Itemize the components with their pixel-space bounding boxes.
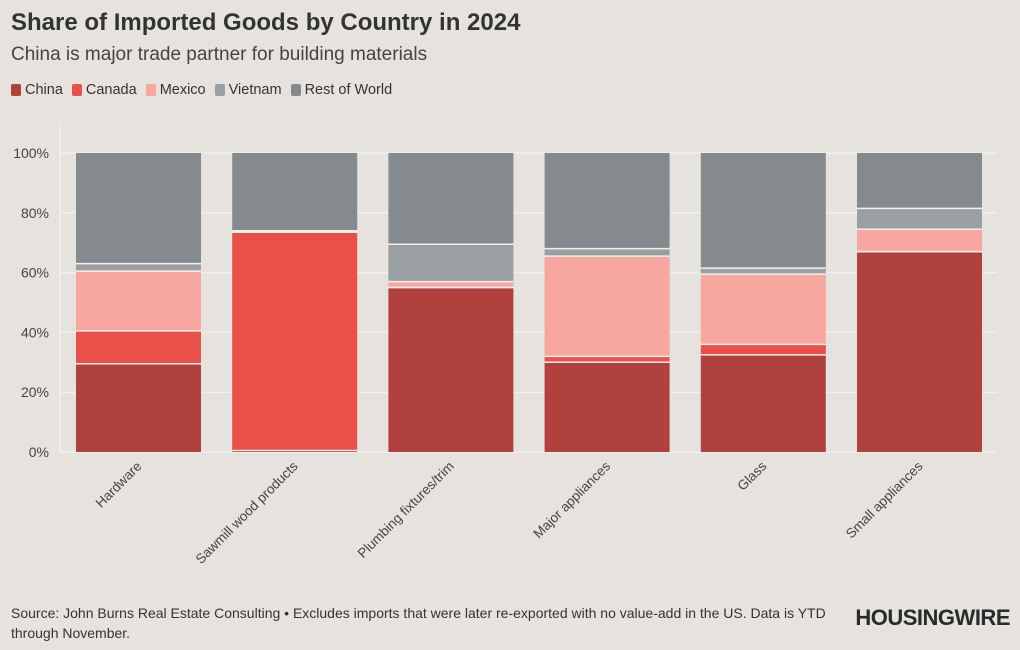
y-tick-label: 0% (29, 444, 49, 460)
source-note: Source: John Burns Real Estate Consultin… (11, 605, 826, 641)
bar-segment-glass-rest-of-world (700, 153, 826, 269)
legend-label-vietnam: Vietnam (228, 82, 282, 98)
legend-item-canada: Canada (71, 82, 137, 98)
bar-segment-hardware-vietnam (76, 263, 201, 272)
bar-segment-sawmill-wood-products-rest-of-world (232, 153, 358, 231)
legend-item-rest-of-world: Rest of World (290, 82, 393, 98)
legend-item-vietnam: Vietnam (214, 82, 282, 98)
bar-segment-hardware-rest-of-world (76, 153, 201, 264)
bar-segment-plumbing-fixtures-trim-mexico (388, 281, 514, 288)
legend-swatch-vietnam (214, 84, 225, 96)
bar-segment-small-appliances-rest-of-world (857, 153, 982, 209)
y-tick-label: 80% (21, 205, 49, 221)
x-tick-label: Hardware (93, 459, 145, 511)
x-tick-label: Plumbing fixtures/trim (355, 459, 457, 561)
legend-item-china: China (11, 82, 63, 98)
bar-segment-small-appliances-mexico (857, 229, 982, 252)
bar-segment-hardware-mexico (76, 271, 201, 331)
legend-label-china: China (25, 82, 63, 98)
y-tick-label: 60% (21, 265, 49, 281)
bar-segment-glass-mexico (700, 274, 826, 345)
bar-segment-major-appliances-canada (544, 356, 670, 363)
bar-segment-small-appliances-china (857, 251, 982, 452)
bar-segment-glass-canada (700, 344, 826, 355)
bar-segment-glass-china (700, 354, 826, 452)
legend-swatch-rest-of-world (290, 84, 301, 96)
bar-segment-glass-vietnam (700, 268, 826, 275)
chart-title: Share of Imported Goods by Country in 20… (11, 9, 521, 36)
bar-segment-plumbing-fixtures-trim-vietnam (388, 244, 514, 282)
legend-label-rest-of-world: Rest of World (304, 82, 393, 98)
bar-segment-hardware-canada (76, 330, 201, 364)
bar-segment-small-appliances-vietnam (857, 208, 982, 230)
legend: China Canada Mexico Vietnam Rest of Worl… (11, 82, 401, 98)
housingwire-logo: HOUSINGWIRE (855, 605, 1010, 630)
bar-segment-plumbing-fixtures-trim-china (388, 287, 514, 452)
y-tick-label: 100% (13, 145, 49, 161)
x-tick-label: Small appliances (843, 458, 926, 541)
bar-segment-hardware-china (76, 363, 201, 452)
y-tick-label: 20% (21, 384, 49, 400)
y-tick-label: 40% (21, 324, 49, 340)
legend-swatch-mexico (145, 84, 156, 96)
bar-segment-sawmill-wood-products-canada (232, 232, 358, 451)
legend-label-canada: Canada (85, 82, 137, 98)
bar-segment-major-appliances-rest-of-world (544, 153, 670, 249)
legend-swatch-china (11, 84, 21, 96)
legend-item-mexico: Mexico (145, 82, 206, 98)
legend-swatch-canada (71, 84, 82, 96)
x-tick-label: Glass (734, 458, 769, 493)
legend-label-mexico: Mexico (159, 82, 206, 98)
stacked-bar-chart: 0% 20% 40% 60% 80% 100% Hardware Sawmill wood p… (13, 122, 997, 567)
x-tick-label: Major appliances (530, 458, 613, 541)
x-tick-label: Sawmill wood products (193, 458, 301, 566)
bar-segment-major-appliances-mexico (544, 256, 670, 357)
bar-segment-major-appliances-china (544, 362, 670, 452)
chart-subtitle: China is major trade partner for buildin… (11, 44, 428, 65)
bar-segment-major-appliances-vietnam (544, 248, 670, 257)
bar-segment-plumbing-fixtures-trim-rest-of-world (388, 153, 514, 245)
